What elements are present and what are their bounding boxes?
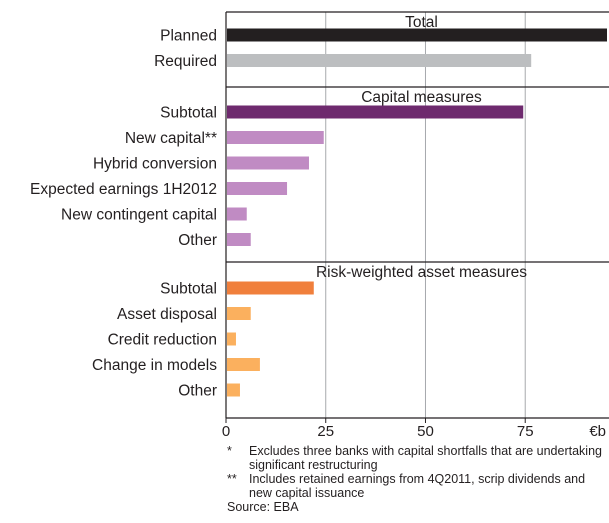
bar-2-6	[227, 233, 251, 246]
category-label-1-2: Required	[154, 53, 217, 70]
bar-3-5	[227, 383, 240, 397]
bar-3-3	[227, 332, 236, 346]
category-label-3-2: Asset disposal	[117, 306, 217, 323]
x-tick-label-2: 25	[317, 423, 334, 440]
footnote-2-text: Includes retained earnings from 4Q2011, …	[249, 472, 586, 500]
category-label-2-6: Other	[178, 232, 217, 249]
category-label-2-5: New contingent capital	[61, 207, 217, 224]
footnote-1: * Excludes three banks with capital shor…	[227, 444, 602, 472]
bar-2-1	[227, 105, 524, 119]
footnote-1-mark: *	[227, 444, 232, 458]
panel-titles: Total Capital measures Risk-weighted asset…	[316, 14, 527, 281]
category-label-3-4: Change in models	[92, 357, 217, 374]
source-note: Source: EBA	[227, 500, 299, 514]
bar-2-5	[227, 207, 247, 221]
footnote-2-mark: **	[227, 472, 237, 486]
panel-dividers	[225, 11, 609, 419]
category-label-3-5: Other	[178, 383, 217, 400]
category-label-3-1: Subtotal	[160, 281, 217, 298]
category-label-2-1: Subtotal	[160, 105, 217, 122]
bar-1-2	[227, 54, 532, 67]
x-tick-label-4: 75	[517, 423, 534, 440]
bars	[227, 28, 608, 397]
footnote-2: ** Includes retained earnings from 4Q201…	[227, 472, 602, 500]
bar-2-3	[227, 156, 309, 170]
bar-3-2	[227, 307, 251, 320]
bar-3-1	[227, 281, 314, 295]
category-label-2-4: Expected earnings 1H2012	[30, 181, 217, 198]
panel-title-1: Total	[405, 14, 438, 31]
bar-3-4	[227, 358, 260, 371]
panel-title-3: Risk-weighted asset measures	[316, 264, 527, 281]
category-label-2-2: New capital**	[125, 130, 217, 147]
category-label-3-3: Credit reduction	[108, 332, 217, 349]
x-tick-label-1: 0	[222, 423, 230, 440]
x-tick-label-5: €b	[589, 423, 606, 440]
bar-2-4	[227, 182, 288, 195]
panel-title-2: Capital measures	[361, 89, 482, 106]
x-tick-label-3: 50	[417, 423, 434, 440]
category-labels: Planned Required Subtotal New capital** Hybr…	[30, 28, 217, 400]
footnote-1-text: Excludes three banks with capital shortf…	[249, 444, 602, 472]
gridlines	[325, 12, 526, 418]
bar-1-1	[227, 28, 608, 42]
category-label-2-3: Hybrid conversion	[93, 156, 217, 173]
footnotes: * Excludes three banks with capital shor…	[227, 444, 602, 514]
category-label-1-1: Planned	[160, 28, 217, 45]
x-axis-ticks: 0 25 50 75 €b	[222, 418, 606, 440]
bar-2-2	[227, 131, 324, 144]
